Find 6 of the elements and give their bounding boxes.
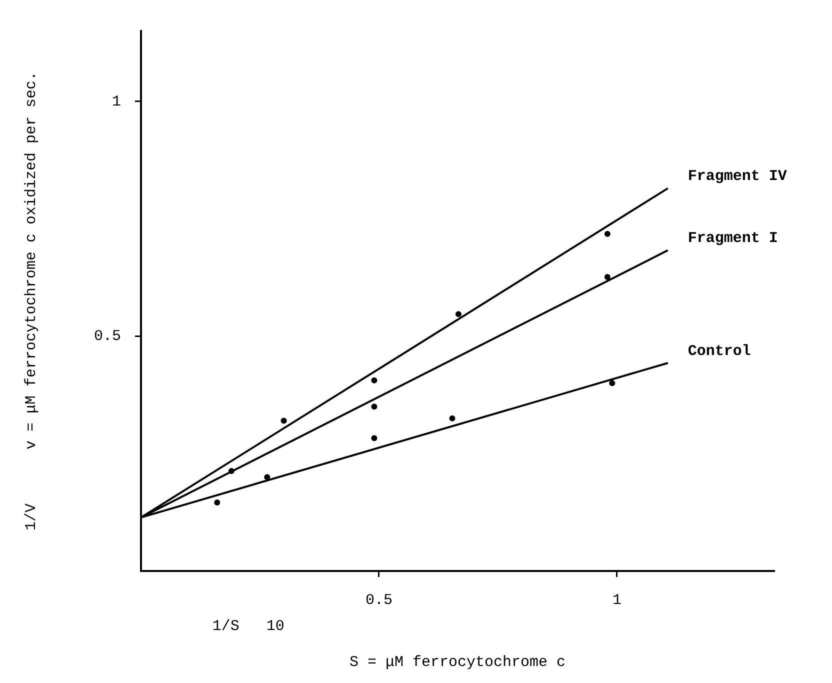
series-label: Fragment IV [688,168,787,186]
text: 1/S 10 [212,618,284,635]
series-label: Control [688,342,751,360]
series-label: Fragment I [688,230,778,248]
x-axis-title: S = μM ferrocytochrome c [349,654,566,671]
y-axis-title: 1/V v = μM ferrocytochrome c oxidized per sec. [22,71,40,531]
